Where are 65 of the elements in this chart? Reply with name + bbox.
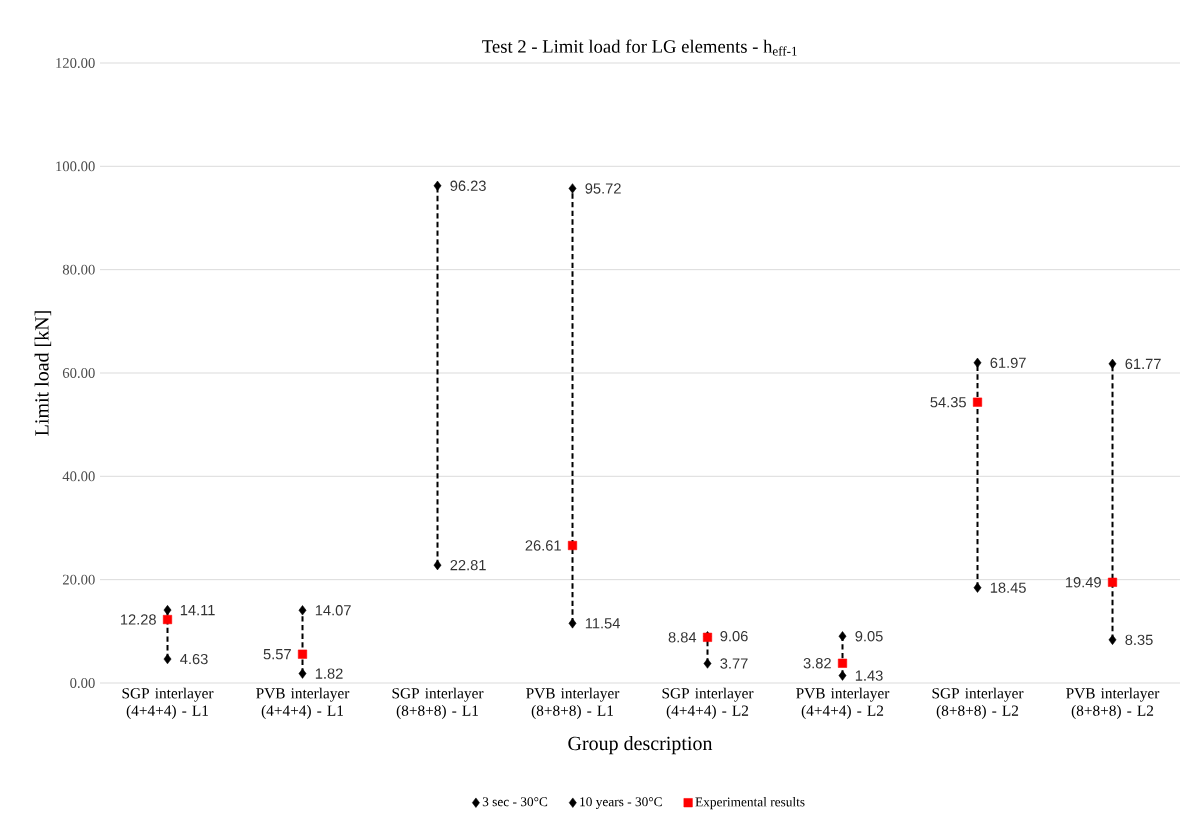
data-label: 9.06	[720, 631, 748, 642]
point	[568, 618, 577, 629]
data-label: 61.77	[1125, 358, 1161, 370]
x-tick-label: SGP interlayer (4+4+4) - L1	[122, 687, 214, 719]
x-axis-title: Group description	[568, 736, 713, 755]
data-label: 11.54	[585, 618, 620, 629]
data-label: 5.57	[263, 649, 291, 660]
point	[1108, 358, 1117, 369]
data-label: 8.84	[668, 632, 697, 643]
y-tick-label: 120.00	[56, 58, 95, 68]
data-label: 18.45	[990, 582, 1026, 593]
x-tick-label: PVB interlayer (4+4+4) - L2	[796, 687, 890, 719]
data-label: 1.43	[855, 670, 883, 681]
data-label: 26.61	[525, 540, 561, 551]
y-axis-title: Limit load [kN]	[34, 311, 52, 436]
point	[972, 397, 983, 407]
data-label: 3.77	[720, 658, 748, 669]
point	[567, 540, 578, 551]
data-label: 22.81	[450, 559, 486, 571]
y-tick-label: 40.00	[62, 471, 95, 482]
data-label: 95.72	[585, 183, 621, 194]
point	[297, 649, 308, 659]
point	[298, 605, 307, 616]
point	[433, 180, 442, 191]
y-tick-label: 100.00	[56, 161, 95, 172]
legend-label: 3 sec - 30°C	[482, 797, 548, 807]
point	[973, 582, 982, 593]
data-label: 14.11	[180, 605, 215, 616]
y-tick-label: 20.00	[62, 574, 95, 585]
point	[1108, 634, 1117, 645]
point	[163, 605, 172, 616]
point	[433, 560, 442, 571]
point	[1107, 577, 1118, 587]
x-tick-label: PVB interlayer (4+4+4) - L1	[256, 687, 350, 719]
data-label: 1.82	[315, 668, 343, 679]
x-tick-label: PVB interlayer (8+8+8) - L2	[1066, 687, 1160, 719]
point	[163, 653, 172, 665]
y-tick-label: 60.00	[62, 368, 95, 378]
point	[568, 183, 577, 194]
y-tick-label: 0.00	[70, 678, 95, 688]
data-label: 8.35	[1125, 634, 1153, 646]
y-tick-label: 80.00	[62, 264, 95, 275]
data-label: 9.05	[855, 631, 883, 642]
x-tick-label: SGP interlayer (8+8+8) - L1	[392, 687, 484, 719]
point	[838, 670, 847, 681]
data-label: 61.97	[990, 357, 1026, 368]
x-tick-label: SGP interlayer (8+8+8) - L2	[932, 687, 1024, 719]
point	[973, 357, 982, 368]
data-label: 14.07	[315, 605, 351, 616]
chart-title: Test 2 - Limit load for LG elements - h$_{eff-1}$	[482, 39, 797, 56]
data-label: 96.23	[450, 180, 486, 191]
data-label: 4.63	[180, 653, 208, 665]
data-label: 54.35	[930, 397, 966, 408]
data-label: 3.82	[803, 658, 831, 669]
x-tick-label: PVB interlayer (8+8+8) - L1	[526, 687, 620, 719]
legend-label: 10 years - 30°C	[580, 797, 662, 810]
legend-label: Experimental results	[695, 797, 805, 810]
data-label: 12.28	[120, 614, 156, 625]
point	[298, 668, 307, 679]
point	[703, 658, 712, 669]
point	[162, 615, 173, 625]
point	[838, 631, 847, 642]
x-tick-label: SGP interlayer (4+4+4) - L2	[662, 687, 754, 719]
data-label: 19.49	[1065, 577, 1101, 588]
point	[837, 658, 848, 668]
